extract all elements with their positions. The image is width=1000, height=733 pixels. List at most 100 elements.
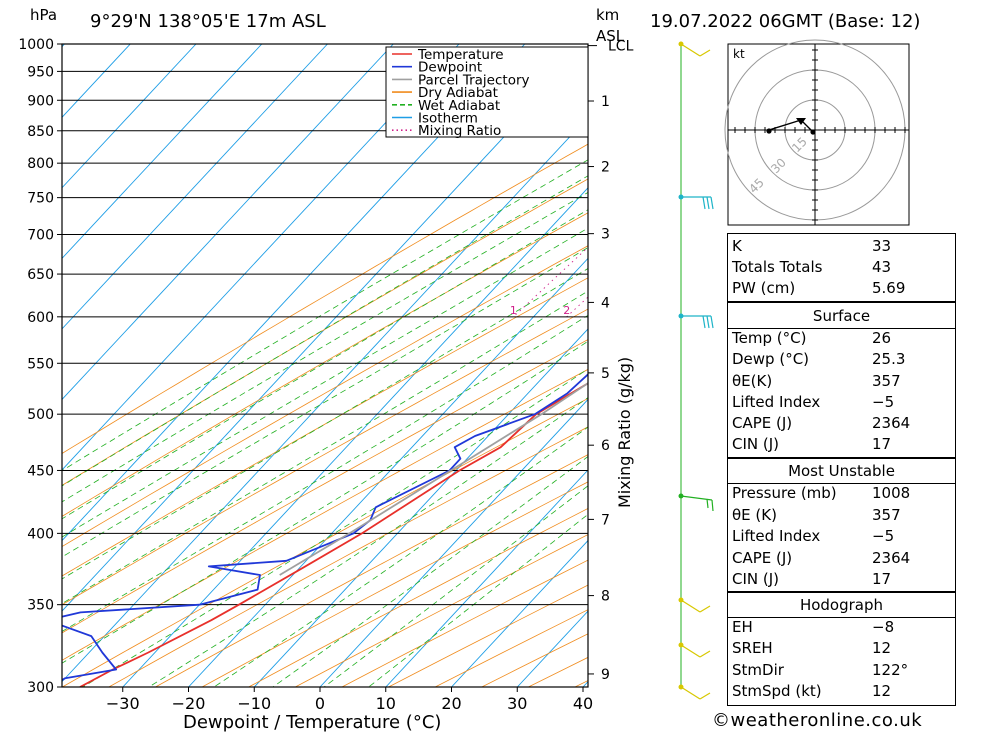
x-tick-label: −10: [237, 694, 271, 713]
axes: 3003504004505005506006507007508008509009…: [18, 37, 633, 713]
hodo-row-value: 12: [872, 639, 892, 657]
pressure-tick-label: 750: [27, 191, 54, 207]
dry-adiabat-line: [62, 339, 588, 634]
k-value: 33: [872, 237, 892, 255]
pressure-tick-label: 450: [27, 463, 54, 479]
height-tick-label: 1: [601, 94, 610, 110]
x-tick-label: −20: [172, 694, 206, 713]
wind-barb: [678, 313, 714, 329]
hodo-row-label: EH: [732, 618, 753, 636]
hodograph-box: [727, 43, 910, 226]
storm-motion-marker: [796, 118, 806, 125]
most-unstable-table: Most Unstable Pressure (mb) 1008 θE (K) 35…: [727, 458, 956, 592]
mu-row-label: CAPE (J): [732, 549, 793, 567]
hodo-row-label: StmDir: [732, 661, 784, 679]
wet-adiabat-line: [148, 397, 588, 687]
divider: [728, 483, 955, 484]
legend-label: Parcel Trajectory: [418, 72, 530, 88]
isotherm-line: [62, 44, 460, 471]
pressure-tick-label: 350: [27, 598, 54, 614]
wind-barb-flag: [706, 498, 709, 509]
height-tick-label: 3: [601, 227, 610, 243]
mu-row-label: Lifted Index: [732, 527, 821, 545]
dry-adiabat-line: [62, 397, 588, 687]
wet-adiabat-line: [323, 485, 588, 687]
divider: [728, 328, 955, 329]
km-label: km: [596, 6, 619, 24]
wind-barbs: [678, 41, 714, 700]
height-tick-label: 9: [601, 667, 610, 683]
height-tick-label: 7: [601, 512, 610, 528]
wind-barb-flag: [710, 196, 714, 210]
mixing-ratio-label: 2: [563, 304, 570, 317]
dry-adiabat-line: [248, 507, 588, 687]
wind-barb: [678, 684, 711, 700]
height-tick-label: 2: [601, 160, 610, 176]
wind-barb-shaft: [680, 644, 701, 658]
pressure-tick-label: 850: [27, 124, 54, 140]
height-tick-label: 4: [601, 295, 610, 311]
isotherm-line: [253, 328, 588, 687]
isotherm-line: [188, 257, 588, 687]
datetime-title: 19.07.2022 06GMT (Base: 12): [650, 11, 920, 32]
mixing-ratio-label: 6: [656, 304, 663, 317]
pressure-lines: [62, 43, 588, 688]
surface-row-value: −5: [872, 393, 895, 411]
isotherm-line: [62, 116, 588, 683]
legend-box: [385, 46, 589, 138]
wind-barb: [678, 597, 711, 613]
hodo-row-label: StmSpd (kt): [732, 682, 822, 700]
hodo-row-value: 12: [872, 682, 892, 700]
legend-label: Temperature: [417, 47, 504, 63]
isotherm-line: [62, 46, 588, 612]
hodograph-table: Hodograph EH −8 SREH 12 StmDir 122° StmSpd …: [727, 592, 956, 706]
x-tick-label: 20: [441, 694, 461, 713]
x-tick-label: 40: [573, 694, 593, 713]
totals-totals-value: 43: [872, 258, 892, 276]
dry-adiabat-line: [62, 308, 588, 606]
surface-row-value: 17: [872, 435, 892, 453]
divider: [728, 617, 955, 618]
pressure-tick-label: 600: [27, 310, 54, 326]
wind-barb-shaft: [680, 686, 701, 700]
surface-row-label: Temp (°C): [732, 329, 807, 347]
hodograph-unit-label: kt: [733, 47, 745, 61]
hodo-row-value: −8: [872, 618, 895, 636]
hpa-label: hPa: [30, 6, 57, 24]
isotherm-line: [319, 398, 588, 687]
mixing-ratio-label: 1: [510, 304, 517, 317]
mu-row-value: 17: [872, 570, 892, 588]
dry-adiabat-line: [62, 368, 588, 661]
credit-link[interactable]: ©weatheronline.co.uk: [712, 710, 923, 731]
legend-label: Isotherm: [418, 111, 478, 127]
dry-adiabat-line: [201, 481, 588, 687]
dry-adiabat-line: [108, 426, 588, 687]
totals-totals-label: Totals Totals: [732, 258, 823, 276]
surface-row-label: θE(K): [732, 372, 773, 390]
surface-row-value: 2364: [872, 414, 911, 432]
wind-barb-flag: [702, 315, 706, 329]
pressure-tick-label: 950: [27, 64, 54, 80]
hodograph-point: [810, 129, 816, 135]
surface-row-label: Lifted Index: [732, 393, 821, 411]
parcel-trajectory-line: [279, 382, 588, 576]
pw-label: PW (cm): [732, 279, 796, 297]
surface-row-label: Dewp (°C): [732, 350, 810, 368]
isotherm-line: [451, 539, 588, 687]
mu-row-value: 2364: [872, 549, 911, 567]
wind-barb: [678, 642, 711, 658]
hodo-row-value: 122°: [872, 661, 909, 679]
wind-barb-flag: [699, 605, 711, 613]
mu-row-value: 1008: [872, 484, 911, 502]
mu-row-value: 357: [872, 506, 901, 524]
wind-barb-flag: [699, 650, 711, 658]
wind-barb-flag: [702, 196, 706, 210]
pressure-tick-label: 1000: [18, 37, 54, 53]
surface-title: Surface: [812, 307, 871, 325]
surface-row-value: 357: [872, 372, 901, 390]
height-tick-label: 5: [601, 366, 610, 382]
wet-adiabat-line: [62, 175, 588, 487]
legend-label: Wet Adiabat: [418, 98, 500, 114]
mu-row-label: θE (K): [732, 506, 777, 524]
